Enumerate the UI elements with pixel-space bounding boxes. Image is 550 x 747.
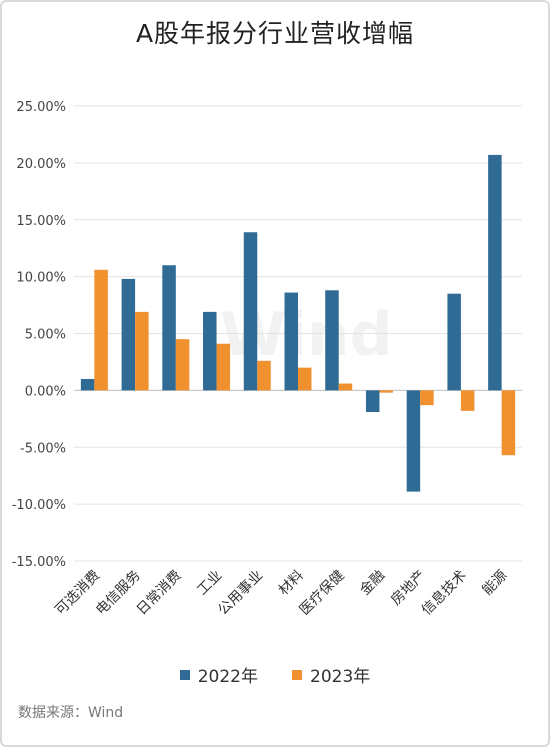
legend-label-2022: 2022年 <box>197 667 258 687</box>
x-tick-label: 金融 <box>357 568 388 599</box>
bar-2023 <box>94 269 108 391</box>
bar-2022 <box>365 390 380 412</box>
data-source-note: 数据来源：Wind <box>18 705 124 721</box>
y-tick-label: 0.00% <box>25 384 66 399</box>
bar-2022 <box>488 154 502 391</box>
bar-2022 <box>447 293 461 391</box>
legend: 2022年 2023年 <box>0 662 550 687</box>
y-tick-label: -5.00% <box>20 441 66 456</box>
bar-2023 <box>135 311 149 391</box>
bar-2023 <box>420 390 434 406</box>
y-tick-label: -15.00% <box>12 555 66 570</box>
bar-2023 <box>501 390 516 456</box>
bar-2022 <box>121 278 136 391</box>
bar-2022 <box>203 311 217 391</box>
bar-2023 <box>216 343 231 391</box>
x-tick-label: 工业 <box>194 568 225 599</box>
bar-2022 <box>325 290 339 391</box>
y-tick-label: 25.00% <box>16 100 66 115</box>
x-tick-label: 材料 <box>276 568 307 599</box>
bar-2022 <box>162 265 176 391</box>
legend-swatch-2022 <box>179 669 190 680</box>
y-tick-label: 5.00% <box>25 328 66 343</box>
bar-2023 <box>379 390 393 393</box>
bar-2023 <box>338 383 353 391</box>
y-tick-label: 20.00% <box>16 157 66 172</box>
x-tick-label: 信息技术 <box>418 567 470 619</box>
bar-2023 <box>460 390 475 411</box>
y-tick-label: 10.00% <box>16 271 66 286</box>
x-tick-label: 能源 <box>479 568 510 599</box>
bar-2023 <box>175 339 190 391</box>
legend-swatch-2023 <box>292 669 302 680</box>
x-tick-label: 日常消费 <box>134 568 185 619</box>
bar-2022 <box>80 379 95 391</box>
bar-2022 <box>243 232 258 391</box>
x-tick-label: 公用事业 <box>215 568 266 619</box>
x-tick-label: 医疗保健 <box>297 568 348 619</box>
y-tick-label: -10.00% <box>12 498 66 513</box>
bar-chart: 25.00% 20.00% 15.00% 10.00% 5.00% 0.00% -5.00%… <box>12 100 522 619</box>
y-tick-label: 15.00% <box>16 214 66 229</box>
chart-title: A股年报分行业营收增幅 <box>135 19 415 48</box>
bar-2022 <box>406 390 421 492</box>
legend-item-2022: 2022年 <box>179 662 258 687</box>
legend-item-2023: 2023年 <box>292 662 370 687</box>
bar-2022 <box>284 292 298 391</box>
bar-2023 <box>298 367 312 391</box>
bar-2023 <box>257 360 271 391</box>
legend-label-2023: 2023年 <box>310 667 371 687</box>
